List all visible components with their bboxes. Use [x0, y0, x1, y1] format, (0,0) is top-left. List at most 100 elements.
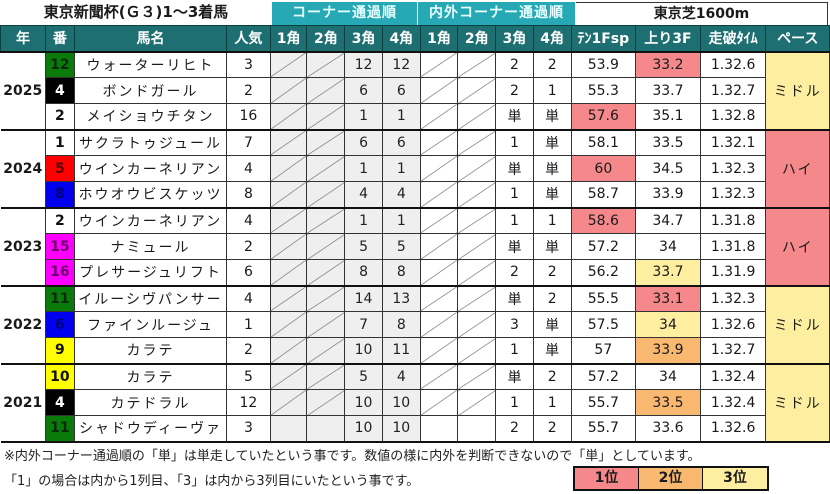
inout-corner-3: 1 [495, 129, 534, 156]
corner-2 [306, 129, 346, 156]
table-row: 11 シャドウディーヴァ 3 10 10 2 2 55.7 33.6 1.32.6 [1, 415, 830, 443]
ten1f-speed: 58.1 [570, 129, 637, 156]
corner-1 [269, 259, 308, 287]
popularity: 4 [226, 155, 271, 182]
popularity: 6 [226, 259, 271, 287]
inout-corner-4: 2 [532, 285, 572, 312]
table-row: 4 ボンドガール 2 6 6 2 1 55.3 33.7 1.32.7 [1, 77, 830, 104]
ten1f-speed: 58.6 [570, 207, 637, 234]
popularity: 5 [226, 363, 271, 390]
inout-corner-2 [457, 155, 497, 182]
inout-corner-1 [419, 311, 459, 338]
column-header-num: 番 [44, 25, 75, 53]
horse-name: プレサージュリフト [73, 259, 228, 287]
inout-corner-3: 2 [495, 51, 534, 78]
inout-corner-4: 単 [532, 311, 572, 338]
ten1f-speed: 57.2 [570, 363, 637, 390]
inout-corner-2 [457, 363, 497, 390]
popularity: 4 [226, 285, 271, 312]
inout-corner-2 [457, 415, 497, 443]
corner-4: 1 [381, 207, 421, 234]
ten1f-speed: 57 [570, 337, 637, 365]
corner-1 [269, 363, 308, 390]
inout-corner-1 [419, 363, 459, 390]
last-3f: 34 [635, 311, 701, 338]
course-label: 東京芝1600m [576, 2, 828, 25]
column-header-inout-2: 2角 [457, 25, 497, 53]
column-header-corner-4: 4角 [381, 25, 421, 53]
last-3f: 34.5 [635, 155, 701, 182]
popularity: 2 [226, 233, 271, 260]
inout-corner-group-header: 内外コーナー通過順 [418, 2, 575, 25]
race-time: 1.32.7 [699, 77, 767, 104]
table-row: 2023 2 ウインカーネリアン 4 1 1 1 1 58.6 34.7 1.31.8 ハイ [0, 207, 830, 287]
inout-corner-1 [419, 129, 459, 156]
horse-number: 8 [44, 181, 75, 209]
results-table: 年番馬名 人気 1角 2角 3角 4角 1角 2角 3角 4角 ﾃﾝ1Fsp 上り3F 走破ﾀｲﾑ ペース… [0, 25, 830, 443]
column-header-pace: ペース [765, 25, 830, 53]
inout-corner-2 [457, 51, 497, 78]
race-time: 1.32.3 [699, 155, 767, 182]
corner-4: 1 [381, 103, 421, 131]
table-row: 9 カラテ 2 10 11 1 単 57 33.9 1.32.7 [1, 337, 830, 365]
popularity: 7 [226, 129, 271, 156]
corner-4: 8 [381, 259, 421, 287]
last-3f: 33.7 [635, 259, 701, 287]
note-line-2: 「1」の場合は内から1列目、「3」は内から3列目にいたという事です。 [4, 474, 420, 489]
horse-number: 10 [44, 363, 75, 390]
inout-corner-3: 1 [495, 181, 534, 209]
corner-4: 10 [381, 389, 421, 416]
ten1f-speed: 60 [570, 155, 637, 182]
last-3f: 34 [635, 233, 701, 260]
horse-name: ウインカーネリアン [73, 207, 228, 234]
race-time: 1.31.8 [699, 233, 767, 260]
race-time: 1.32.7 [699, 337, 767, 365]
inout-corner-3: 3 [495, 311, 534, 338]
corner-2 [306, 259, 346, 287]
corner-2 [306, 233, 346, 260]
race-time: 1.32.6 [699, 415, 767, 443]
inout-corner-1 [419, 51, 459, 78]
last-3f: 33.2 [635, 51, 701, 78]
inout-corner-2 [457, 337, 497, 365]
ten1f-speed: 56.2 [570, 259, 637, 287]
inout-corner-4: 2 [532, 363, 572, 390]
horse-name: カラテ [73, 337, 228, 365]
last-3f: 33.5 [635, 389, 701, 416]
last-3f: 34.7 [635, 207, 701, 234]
horse-name: カテドラル [73, 389, 228, 416]
horse-name: ウォーターリヒト [73, 51, 228, 78]
corner-4: 4 [381, 181, 421, 209]
corner-2 [306, 363, 346, 390]
horse-number: 9 [44, 337, 75, 365]
inout-corner-2 [457, 389, 497, 416]
table-row: 2 メイショウチタン 16 1 1 単単 57.6 35.1 1.32.8 [1, 103, 830, 131]
inout-corner-1 [419, 181, 459, 209]
last-3f: 33.5 [635, 129, 701, 156]
inout-corner-2 [457, 181, 497, 209]
corner-group-header: コーナー通過順 [272, 2, 417, 25]
corner-3: 10 [344, 389, 383, 416]
inout-corner-1 [419, 103, 459, 131]
corner-4: 5 [381, 233, 421, 260]
popularity: 16 [226, 103, 271, 131]
corner-4: 12 [381, 51, 421, 78]
ten1f-speed: 55.3 [570, 77, 637, 104]
ten1f-speed: 53.9 [570, 51, 637, 78]
corner-2 [306, 207, 346, 234]
corner-1 [269, 311, 308, 338]
corner-1 [269, 129, 308, 156]
corner-2 [306, 181, 346, 209]
inout-corner-3: 2 [495, 77, 534, 104]
column-header-inout-4: 4角 [532, 25, 572, 53]
inout-corner-3: 2 [495, 415, 534, 443]
ten1f-speed: 57.2 [570, 233, 637, 260]
inout-corner-1 [419, 285, 459, 312]
last-3f: 33.7 [635, 77, 701, 104]
corner-3: 5 [344, 363, 383, 390]
corner-1 [269, 415, 308, 443]
corner-2 [306, 155, 346, 182]
corner-2 [306, 389, 346, 416]
pace-cell: ミドル [765, 363, 830, 443]
inout-corner-3: 1 [495, 207, 534, 234]
